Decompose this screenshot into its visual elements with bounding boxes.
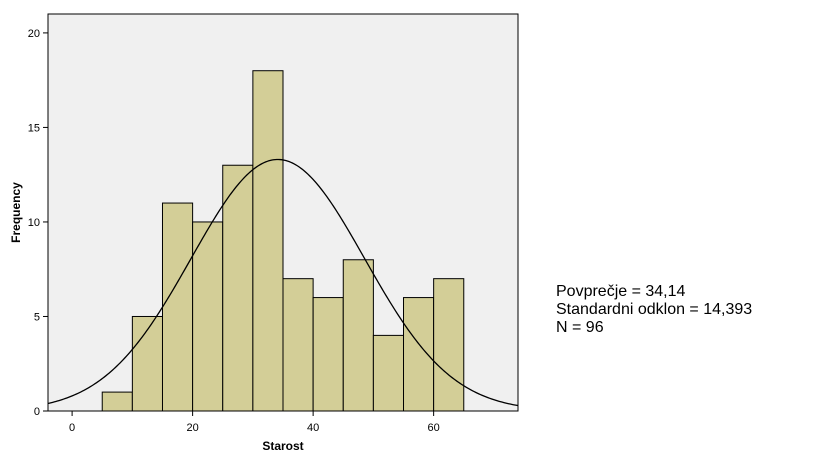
histogram-bar: [282, 278, 314, 412]
normal-curve: [47, 158, 519, 407]
histogram-bar: [131, 315, 163, 412]
histogram-bar: [222, 164, 254, 412]
y-tick-label: 15: [28, 122, 40, 134]
sd-text: Standardni odklon = 14,393: [556, 301, 753, 318]
y-tick-label: 0: [34, 406, 40, 418]
histogram-bar: [433, 278, 465, 412]
histogram-bar: [342, 259, 374, 412]
y-tick-label: 10: [28, 217, 40, 229]
bars-group: [101, 70, 465, 412]
n-text: N = 96: [556, 319, 604, 336]
histogram-bar: [252, 70, 284, 412]
x-tick-label: 40: [307, 422, 319, 434]
y-axis-title: Frequency: [9, 182, 23, 243]
x-axis: 0 20 40 60: [69, 411, 440, 434]
x-tick-label: 20: [186, 422, 198, 434]
y-axis: 0 5 10 15 20: [28, 28, 48, 418]
y-tick-label: 5: [34, 311, 40, 323]
x-tick-label: 0: [69, 422, 75, 434]
x-tick-label: 60: [428, 422, 440, 434]
x-axis-title: Starost: [262, 439, 303, 453]
y-tick-label: 20: [28, 28, 40, 40]
histogram-bar: [192, 221, 224, 412]
mean-text: Povprečje = 34,14: [556, 283, 686, 300]
histogram-bar: [101, 391, 133, 412]
histogram-bar: [403, 297, 435, 412]
histogram-bar: [372, 334, 405, 412]
histogram-bar: [161, 202, 194, 412]
statistics-box: Povprečje = 34,14 Standardni odklon = 14…: [556, 283, 752, 337]
histogram-bar: [312, 297, 344, 412]
